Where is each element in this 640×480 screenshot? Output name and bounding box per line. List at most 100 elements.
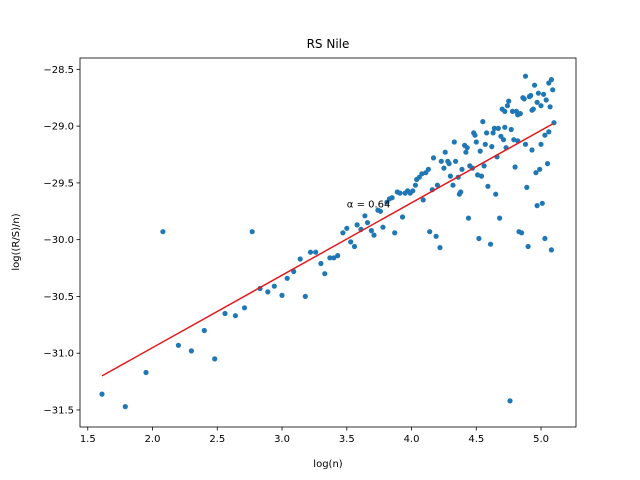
plot-area [99,73,557,410]
data-point [368,228,374,234]
data-point [351,243,358,250]
data-point [484,130,490,136]
data-point [399,214,406,220]
data-point [450,182,456,188]
data-point [481,163,487,169]
x-tick-label: 3.5 [339,434,355,445]
data-point [548,247,555,253]
data-point [371,232,377,238]
data-point [222,310,228,317]
y-tick-label: −31.0 [43,349,74,360]
data-point [437,245,443,251]
data-point [331,255,337,261]
data-point [143,369,149,376]
y-tick-label: −30.5 [43,292,74,303]
data-point [249,229,255,235]
data-point [529,147,535,153]
data-point [463,149,469,155]
y-tick-label: −29.0 [43,122,74,133]
data-point [344,225,350,231]
y-axis-label: log((R/S)/n) [11,213,22,270]
data-point [478,173,485,179]
data-point [441,165,447,171]
axes-frame [79,57,577,428]
data-point [522,141,529,147]
data-point [495,125,501,131]
data-point [241,305,248,311]
data-point [537,166,543,172]
data-point [265,289,271,295]
fit-line [101,123,554,377]
data-point [354,222,360,228]
x-axis: 1.5 2.0 2.5 3.0 3.5 4.0 4.5 5.0 [80,427,549,445]
data-point [327,255,333,261]
alpha-annotation: α = 0.64 [347,199,391,210]
data-point [458,189,464,195]
x-tick-label: 3.0 [274,434,290,445]
x-tick-label: 1.5 [80,434,96,445]
data-point [318,260,324,267]
data-point [442,149,448,155]
data-point [430,155,437,161]
data-point [539,200,545,206]
data-point [322,271,328,277]
data-point [392,230,398,236]
data-point [459,166,465,172]
data-point [335,253,341,259]
data-point [546,129,552,135]
data-point [490,130,496,136]
data-point [201,327,207,334]
y-tick-label: −28.5 [43,65,74,76]
data-point [538,103,544,109]
data-point [410,188,416,194]
x-tick-label: 4.0 [404,434,420,445]
data-point [451,139,457,145]
data-point [512,164,518,170]
data-point [547,104,553,110]
data-point [506,98,512,104]
data-point [279,292,285,298]
data-point [434,182,440,188]
x-tick-label: 5.0 [533,434,549,445]
data-point [212,356,218,362]
data-point [232,313,238,319]
data-point [160,229,166,235]
data-point [525,243,531,250]
data-point [397,190,403,196]
data-point [473,139,479,145]
data-point [122,404,128,410]
data-point [528,92,534,99]
data-point [420,197,426,203]
data-point [489,144,495,150]
y-tick-label: −31.5 [43,405,74,416]
data-point [465,215,472,221]
data-point [482,141,488,147]
data-point [380,224,386,230]
data-point [487,241,494,247]
data-point [548,77,555,83]
data-point [188,348,194,354]
data-point [544,161,551,167]
data-point [504,103,510,109]
data-point [542,235,548,242]
data-point [522,73,529,79]
y-axis: −31.5 −31.0 −30.5 −30.0 −29.5 −29.0 −28.5 [43,65,80,416]
data-point [534,99,540,105]
data-point [453,158,459,164]
data-point [472,132,478,138]
x-axis-label: log(n) [313,459,342,470]
data-point [535,90,542,96]
data-point [530,106,536,112]
data-point [500,137,507,143]
data-point [491,125,497,131]
data-point [99,391,105,397]
data-point [419,171,425,177]
data-point [302,293,308,299]
x-tick-label: 2.5 [209,434,225,445]
data-point [541,91,547,97]
data-point [389,195,395,201]
data-point [475,172,481,178]
data-point [521,96,527,102]
data-point [438,158,444,164]
